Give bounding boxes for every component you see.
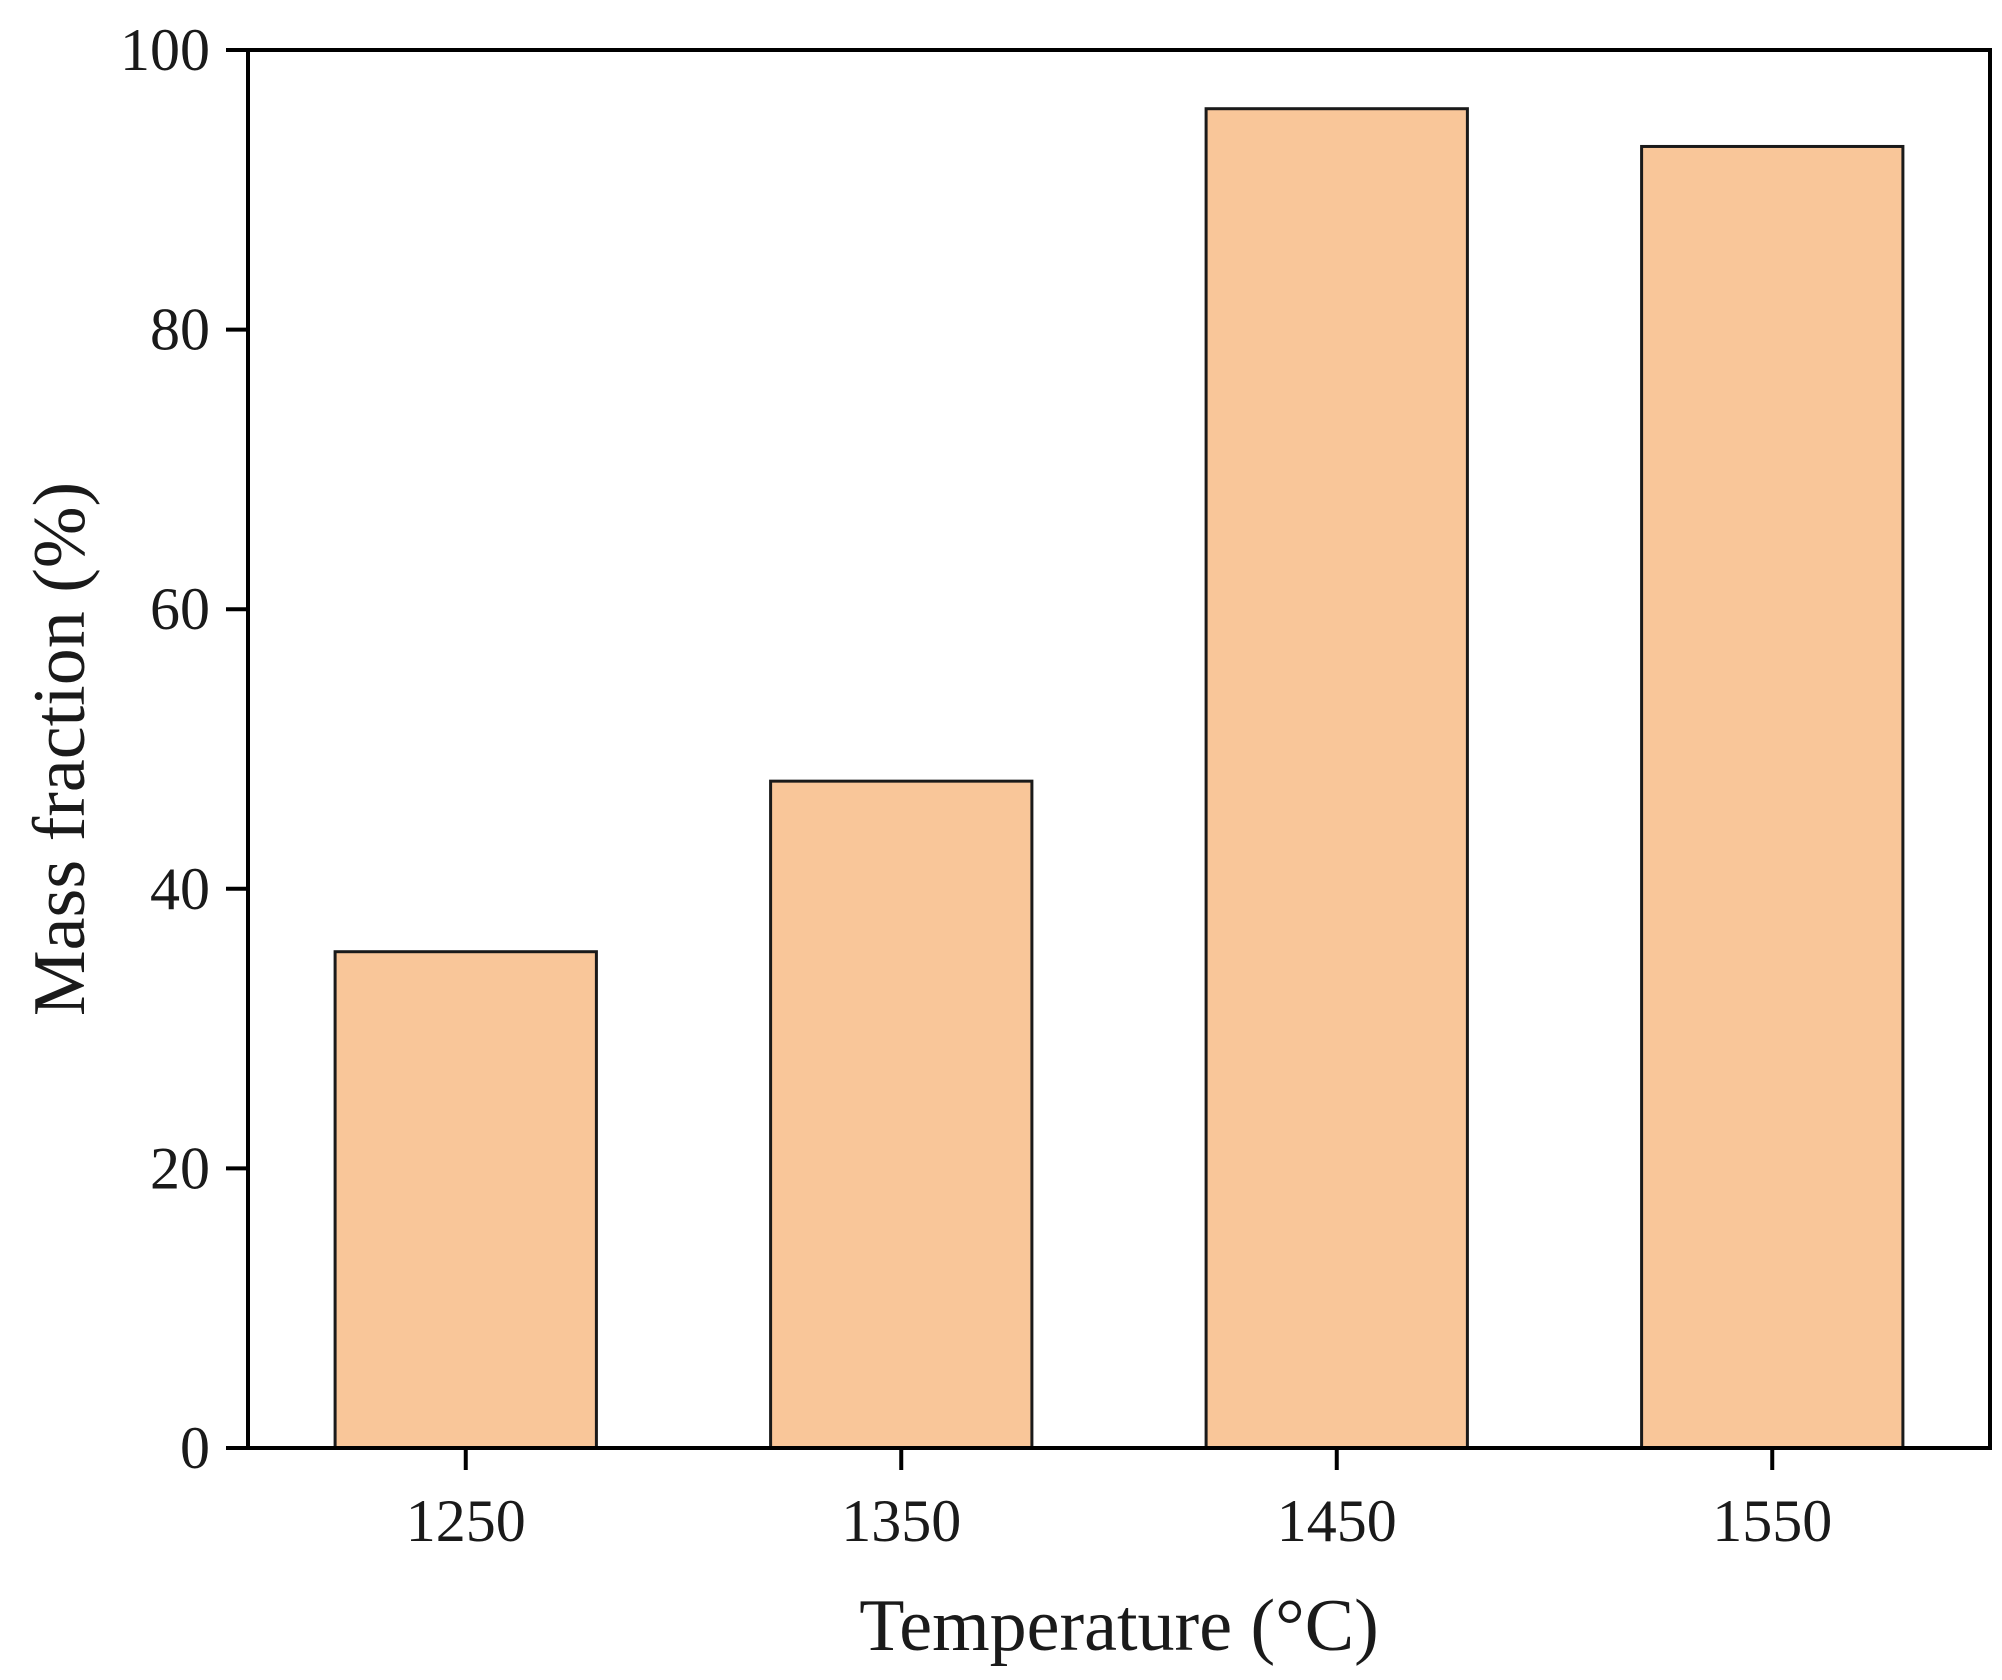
x-tick-label: 1250 (406, 1488, 526, 1554)
y-tick-label: 40 (150, 856, 210, 922)
bar-1350 (769, 779, 1034, 1450)
bar-1550 (1640, 144, 1905, 1450)
y-tick-label: 20 (150, 1135, 210, 1201)
y-ticks-group: 0 20 40 60 80 100 (120, 17, 248, 1481)
x-tick-label: 1550 (1712, 1488, 1832, 1554)
y-tick-label: 100 (120, 17, 210, 83)
bars-group (333, 107, 1905, 1450)
bar-1250 (333, 950, 598, 1450)
x-ticks-group: 1250 1350 1450 1550 (406, 1448, 1832, 1554)
plot-frame (246, 48, 1992, 1450)
y-axis-title: Mass fraction (%) (19, 482, 101, 1016)
x-tick-label: 1350 (841, 1488, 961, 1554)
y-tick-label: 60 (150, 576, 210, 642)
x-tick-label: 1450 (1277, 1488, 1397, 1554)
y-tick-label: 80 (150, 297, 210, 363)
bar-1450 (1204, 107, 1469, 1450)
y-tick-label: 0 (180, 1415, 210, 1481)
x-axis-title: Temperature (°C) (859, 1585, 1379, 1667)
